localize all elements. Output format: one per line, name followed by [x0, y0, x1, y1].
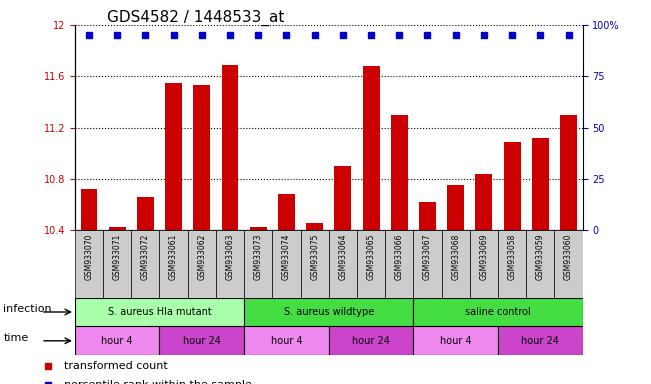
Bar: [75, 230, 103, 298]
Bar: [329, 326, 413, 355]
Text: hour 24: hour 24: [521, 336, 559, 346]
Text: GSM933066: GSM933066: [395, 234, 404, 280]
Text: transformed count: transformed count: [64, 361, 168, 371]
Bar: [470, 230, 498, 298]
Bar: [132, 230, 159, 298]
Text: saline control: saline control: [465, 307, 531, 317]
Text: infection: infection: [3, 304, 52, 314]
Bar: [441, 230, 470, 298]
Bar: [278, 194, 295, 230]
Text: GDS4582 / 1448533_at: GDS4582 / 1448533_at: [107, 10, 284, 26]
Bar: [335, 166, 352, 230]
Bar: [413, 326, 498, 355]
Text: GSM933074: GSM933074: [282, 234, 291, 280]
Bar: [137, 197, 154, 230]
Text: GSM933065: GSM933065: [367, 234, 376, 280]
Text: S. aureus wildtype: S. aureus wildtype: [284, 307, 374, 317]
Text: GSM933071: GSM933071: [113, 234, 122, 280]
Bar: [306, 223, 323, 230]
Text: time: time: [3, 333, 29, 343]
Bar: [159, 326, 244, 355]
Bar: [498, 230, 526, 298]
Bar: [244, 298, 413, 326]
Text: GSM933063: GSM933063: [225, 234, 234, 280]
Text: GSM933069: GSM933069: [479, 234, 488, 280]
Bar: [75, 326, 159, 355]
Bar: [216, 230, 244, 298]
Bar: [193, 85, 210, 230]
Bar: [75, 298, 244, 326]
Bar: [475, 174, 492, 230]
Bar: [81, 189, 98, 230]
Text: hour 24: hour 24: [183, 336, 221, 346]
Bar: [560, 115, 577, 230]
Bar: [301, 230, 329, 298]
Bar: [391, 115, 408, 230]
Bar: [385, 230, 413, 298]
Text: GSM933075: GSM933075: [310, 234, 319, 280]
Bar: [244, 230, 272, 298]
Bar: [244, 326, 329, 355]
Text: hour 4: hour 4: [440, 336, 471, 346]
Text: GSM933062: GSM933062: [197, 234, 206, 280]
Text: GSM933073: GSM933073: [254, 234, 263, 280]
Text: GSM933060: GSM933060: [564, 234, 573, 280]
Text: hour 24: hour 24: [352, 336, 390, 346]
Bar: [419, 202, 436, 230]
Text: GSM933064: GSM933064: [339, 234, 348, 280]
Bar: [363, 66, 380, 230]
Bar: [526, 230, 555, 298]
Text: GSM933072: GSM933072: [141, 234, 150, 280]
Bar: [329, 230, 357, 298]
Bar: [504, 142, 521, 230]
Text: GSM933058: GSM933058: [508, 234, 517, 280]
Bar: [357, 230, 385, 298]
Text: GSM933068: GSM933068: [451, 234, 460, 280]
Bar: [103, 230, 132, 298]
Bar: [187, 230, 216, 298]
Bar: [413, 298, 583, 326]
Text: S. aureus Hla mutant: S. aureus Hla mutant: [107, 307, 212, 317]
Bar: [221, 65, 238, 230]
Bar: [413, 230, 441, 298]
Text: percentile rank within the sample: percentile rank within the sample: [64, 380, 252, 384]
Bar: [447, 185, 464, 230]
Bar: [159, 230, 187, 298]
Bar: [165, 83, 182, 230]
Text: hour 4: hour 4: [271, 336, 302, 346]
Bar: [272, 230, 301, 298]
Bar: [109, 227, 126, 230]
Text: GSM933059: GSM933059: [536, 234, 545, 280]
Text: hour 4: hour 4: [102, 336, 133, 346]
Bar: [555, 230, 583, 298]
Bar: [532, 138, 549, 230]
Bar: [498, 326, 583, 355]
Text: GSM933067: GSM933067: [423, 234, 432, 280]
Text: GSM933070: GSM933070: [85, 234, 94, 280]
Bar: [250, 227, 267, 230]
Text: GSM933061: GSM933061: [169, 234, 178, 280]
